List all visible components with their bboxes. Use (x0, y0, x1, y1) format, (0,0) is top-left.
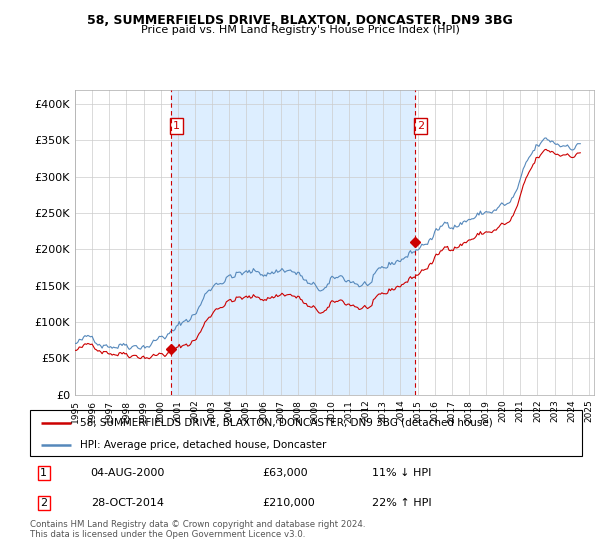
Text: £63,000: £63,000 (262, 468, 307, 478)
Bar (170, 90, 415, 395)
Text: 2: 2 (40, 498, 47, 508)
Text: 1: 1 (173, 121, 180, 131)
Text: 2: 2 (417, 121, 424, 131)
Text: 58, SUMMERFIELDS DRIVE, BLAXTON, DONCASTER, DN9 3BG: 58, SUMMERFIELDS DRIVE, BLAXTON, DONCAST… (87, 14, 513, 27)
Text: 11% ↓ HPI: 11% ↓ HPI (372, 468, 431, 478)
Text: 1: 1 (40, 468, 47, 478)
Text: 28-OCT-2014: 28-OCT-2014 (91, 498, 164, 508)
Text: Price paid vs. HM Land Registry's House Price Index (HPI): Price paid vs. HM Land Registry's House … (140, 25, 460, 35)
Text: 58, SUMMERFIELDS DRIVE, BLAXTON, DONCASTER, DN9 3BG (detached house): 58, SUMMERFIELDS DRIVE, BLAXTON, DONCAST… (80, 418, 493, 428)
Text: 04-AUG-2000: 04-AUG-2000 (91, 468, 165, 478)
Text: HPI: Average price, detached house, Doncaster: HPI: Average price, detached house, Donc… (80, 440, 326, 450)
Text: Contains HM Land Registry data © Crown copyright and database right 2024.
This d: Contains HM Land Registry data © Crown c… (30, 520, 365, 539)
Text: £210,000: £210,000 (262, 498, 314, 508)
Text: 22% ↑ HPI: 22% ↑ HPI (372, 498, 432, 508)
